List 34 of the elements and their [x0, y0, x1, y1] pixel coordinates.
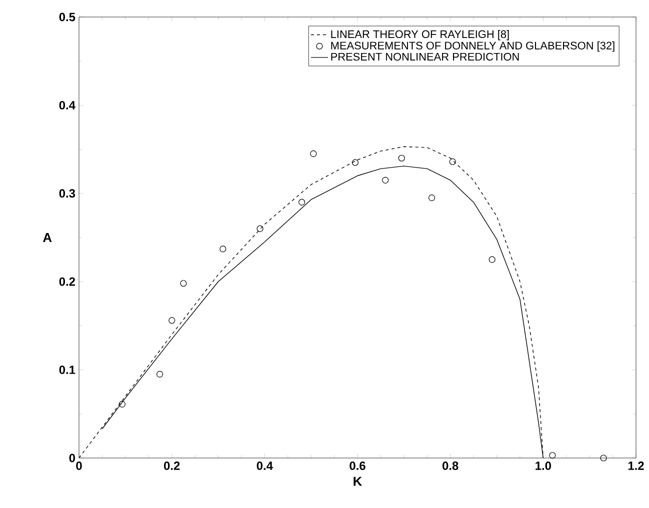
x-tick-label: 0.2: [164, 462, 180, 470]
legend-label: MEASUREMENTS OF DONNELY AND GLABERSON [32]: [331, 41, 614, 52]
y-tick-label: 0.2: [59, 277, 76, 286]
x-axis-title: K: [354, 476, 362, 486]
x-tick-label: 1.0: [536, 462, 551, 470]
point: [382, 176, 389, 184]
point: [118, 400, 126, 408]
point: [156, 370, 164, 378]
y-tick-label: 0.5: [59, 12, 76, 22]
point: [549, 452, 556, 459]
point: [298, 198, 306, 206]
y-tick-label: 0.4: [59, 100, 76, 110]
legend-label: PRESENT NONLINEAR PREDICTION: [331, 52, 519, 61]
x-tick-label: 0: [76, 462, 82, 470]
point: [256, 225, 264, 232]
x-tick-label: 0.4: [256, 462, 273, 470]
point: [488, 256, 496, 263]
point: [180, 280, 187, 287]
x-tick-label: 0.8: [442, 462, 458, 470]
y-tick-label: 0.3: [59, 189, 76, 198]
x-tick-label: 1.2: [628, 462, 644, 470]
y-axis-title: A: [42, 233, 52, 242]
point: [352, 159, 358, 166]
y-tick-label: 0.1: [59, 366, 76, 374]
point: [398, 154, 405, 162]
point: [310, 150, 317, 157]
point: [220, 246, 226, 252]
point: [600, 454, 607, 462]
legend-label: LINEAR THEORY OF RAYLEIGH [8]: [331, 30, 509, 40]
x-tick-label: 0.6: [350, 462, 366, 470]
point: [449, 158, 456, 165]
point: [168, 317, 176, 324]
point: [428, 194, 436, 202]
y-tick-label: 0: [69, 454, 75, 462]
